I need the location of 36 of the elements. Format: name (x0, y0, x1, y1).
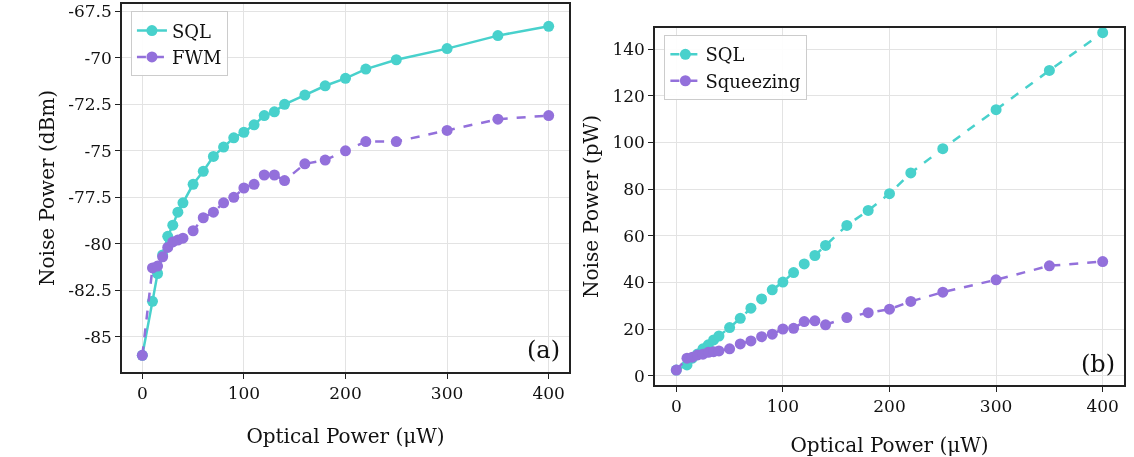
x-axis-title: Optical Power (μW) (246, 423, 445, 448)
x-tick-label: 0 (670, 396, 682, 417)
x-tick-label: 400 (532, 383, 565, 404)
x-tick-label: 0 (136, 383, 148, 404)
y-tick-label: -70 (84, 47, 112, 68)
x-tick-label: 100 (766, 396, 800, 417)
x-tick-label: 100 (227, 383, 261, 404)
y-axis-title: Noise Power (dBm) (35, 89, 60, 287)
y-tick-label: 100 (612, 132, 645, 153)
y-tick-label: -75 (84, 140, 112, 161)
y-tick-label: -67.5 (68, 1, 112, 22)
y-tick-label: 120 (612, 85, 645, 106)
x-tick-label: 200 (329, 383, 362, 404)
x-tick-label: 300 (430, 383, 464, 404)
legend-label: SQL (705, 44, 745, 66)
y-tick-label: -85 (84, 326, 112, 347)
y-tick-label: 40 (623, 272, 645, 293)
x-tick-label: 300 (979, 396, 1013, 417)
y-tick-label: -77.5 (68, 187, 112, 208)
y-tick-label: 80 (623, 178, 645, 199)
annotation: (b) (1081, 350, 1116, 378)
annotation: (a) (527, 336, 561, 364)
legend-label: SQL (171, 20, 212, 42)
legend-label: Squeezing (705, 70, 801, 92)
x-tick-label: 400 (1086, 396, 1119, 417)
x-tick-label: 200 (873, 396, 906, 417)
y-tick-label: 0 (634, 365, 645, 386)
y-tick-label: 60 (623, 225, 645, 246)
y-tick-label: -82.5 (68, 280, 112, 301)
y-tick-label: 140 (612, 38, 645, 59)
legend-label: FWM (171, 46, 222, 68)
y-tick-label: -80 (84, 233, 112, 254)
y-tick-label: -72.5 (68, 94, 112, 115)
y-axis-title: Noise Power (pW) (579, 115, 604, 298)
x-axis-title: Optical Power (μW) (790, 433, 989, 457)
y-tick-label: 20 (623, 318, 645, 339)
